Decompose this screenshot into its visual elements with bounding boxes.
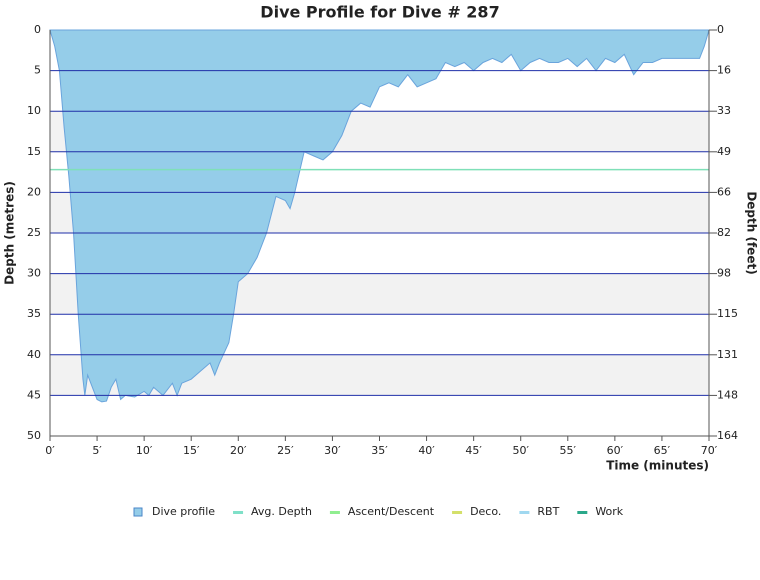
y-tick-label: 45 [27,388,41,401]
x-tick-label: 65′ [654,444,671,457]
y-tick-label: 25 [27,226,41,239]
x-tick-label: 0′ [45,444,55,457]
y2-tick-label: 82 [717,226,731,239]
x-tick-label: 15′ [183,444,200,457]
y-tick-label: 40 [27,348,41,361]
y2-tick-label: 33 [717,104,731,117]
x-tick-label: 60′ [607,444,624,457]
y2-tick-label: 164 [717,429,738,442]
x-tick-label: 20′ [230,444,247,457]
legend-label: Work [595,505,623,518]
x-axis-title: Time (minutes) [606,459,709,473]
x-tick-label: 50′ [512,444,529,457]
y-tick-label: 15 [27,145,41,158]
y2-tick-label: 115 [717,307,738,320]
y-tick-label: 0 [34,23,41,36]
x-tick-label: 35′ [371,444,388,457]
dive-profile-area [49,29,710,403]
y-tick-label: 20 [27,185,41,198]
x-tick-label: 30′ [324,444,341,457]
y2-tick-label: 0 [717,23,724,36]
y2-tick-label: 131 [717,348,738,361]
legend-swatch [329,511,340,514]
legend-swatch [452,511,463,514]
x-tick-label: 70′ [701,444,718,457]
legend-swatch [133,507,143,517]
legend-label: Dive profile [152,505,215,518]
plot-layer [49,29,710,403]
y2-axis-title: Depth (feet) [745,191,759,274]
x-tick-label: 5′ [92,444,102,457]
chart-title: Dive Profile for Dive # 287 [260,3,499,22]
y-tick-label: 50 [27,429,41,442]
y2-tick-label: 98 [717,267,731,280]
legend-swatch [577,511,588,514]
y2-tick-label: 148 [717,388,738,401]
legend-label: Deco. [470,505,501,518]
y-tick-label: 30 [27,267,41,280]
y2-tick-label: 66 [717,185,731,198]
x-tick-label: 45′ [465,444,482,457]
y-tick-label: 5 [34,64,41,77]
y2-tick-label: 49 [717,145,731,158]
x-tick-label: 10′ [136,444,153,457]
y2-tick-label: 16 [717,64,731,77]
x-tick-label: 25′ [277,444,294,457]
legend-label: Avg. Depth [251,505,312,518]
x-tick-label: 55′ [560,444,577,457]
legend-swatch [519,511,530,514]
y-tick-label: 35 [27,307,41,320]
x-tick-label: 40′ [418,444,435,457]
y-tick-label: 10 [27,104,41,117]
y-axis-title: Depth (metres) [3,181,17,285]
legend-label: RBT [537,505,559,518]
legend-label: Ascent/Descent [348,505,435,518]
legend-swatch [233,511,244,514]
